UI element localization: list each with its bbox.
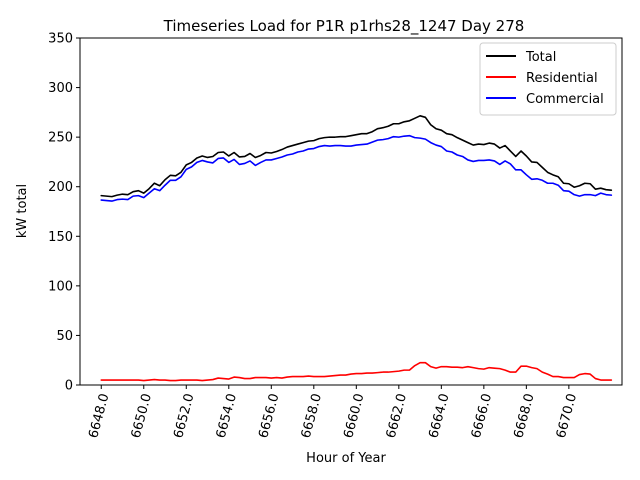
x-axis-label: Hour of Year [306,451,386,466]
y-axis-label: kW total [15,184,30,238]
legend-label-commercial: Commercial [526,92,604,107]
y-tick-label: 150 [48,230,73,245]
y-tick-label: 300 [48,81,73,96]
series-line-total [100,115,613,198]
legend: Total Residential Commercial [479,42,617,116]
y-tick-label: 100 [48,279,73,294]
y-axis-ticks: 0 50 100 150 200 250 300 350 [48,32,80,394]
legend-label-residential: Residential [526,71,598,86]
y-tick-label: 200 [48,180,73,195]
series-layer [100,115,613,382]
y-tick-label: 250 [48,131,73,146]
y-tick-label: 0 [65,379,73,394]
series-line-commercial [100,134,613,202]
plot-frame [79,37,623,386]
series-line-residential [100,361,613,382]
chart-title: Timeseries Load for P1R p1rhs28_1247 Day… [163,17,525,36]
legend-label-total: Total [525,50,556,65]
y-tick-label: 350 [48,32,73,47]
y-tick-label: 50 [56,329,73,344]
legend-items: Total Residential Commercial [486,50,604,107]
